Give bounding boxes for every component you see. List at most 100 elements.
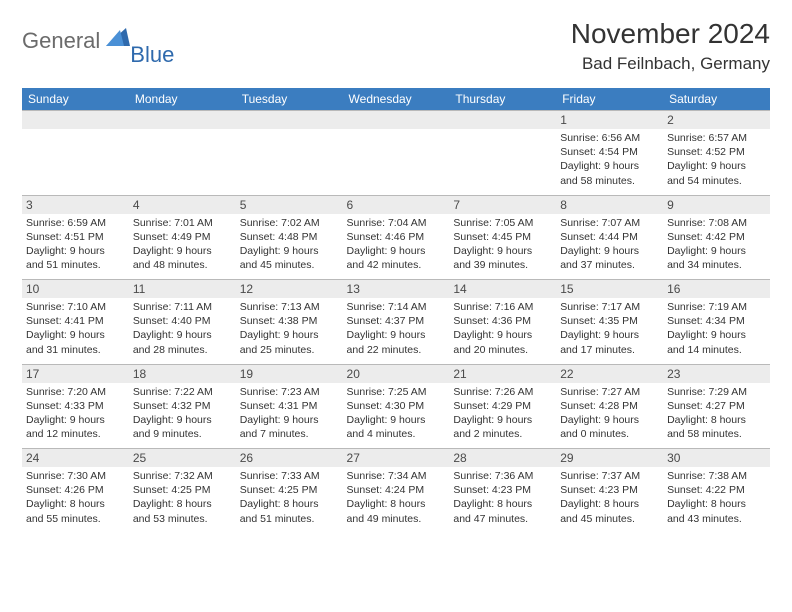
- day-header: Tuesday: [236, 88, 343, 111]
- sunset-text: Sunset: 4:52 PM: [667, 145, 766, 159]
- daylight-text-1: Daylight: 9 hours: [26, 413, 125, 427]
- day-detail: Sunrise: 7:02 AMSunset: 4:48 PMDaylight:…: [236, 214, 343, 280]
- sunset-text: Sunset: 4:27 PM: [667, 399, 766, 413]
- day-detail: Sunrise: 7:08 AMSunset: 4:42 PMDaylight:…: [663, 214, 770, 280]
- day-detail: Sunrise: 7:20 AMSunset: 4:33 PMDaylight:…: [22, 383, 129, 449]
- day-number: 6: [343, 195, 450, 214]
- page-header: General Blue November 2024 Bad Feilnbach…: [22, 18, 770, 74]
- daylight-text-1: Daylight: 9 hours: [133, 413, 232, 427]
- daylight-text-2: and 49 minutes.: [347, 512, 446, 526]
- sunrise-text: Sunrise: 7:38 AM: [667, 469, 766, 483]
- day-detail: Sunrise: 7:23 AMSunset: 4:31 PMDaylight:…: [236, 383, 343, 449]
- daylight-text-1: Daylight: 8 hours: [560, 497, 659, 511]
- day-detail: Sunrise: 7:32 AMSunset: 4:25 PMDaylight:…: [129, 467, 236, 533]
- sunset-text: Sunset: 4:36 PM: [453, 314, 552, 328]
- location-subtitle: Bad Feilnbach, Germany: [571, 54, 770, 74]
- day-header: Thursday: [449, 88, 556, 111]
- sunrise-text: Sunrise: 7:26 AM: [453, 385, 552, 399]
- week-detail-row: Sunrise: 7:20 AMSunset: 4:33 PMDaylight:…: [22, 383, 770, 449]
- sunset-text: Sunset: 4:46 PM: [347, 230, 446, 244]
- sunset-text: Sunset: 4:25 PM: [240, 483, 339, 497]
- daylight-text-1: Daylight: 8 hours: [347, 497, 446, 511]
- sunrise-text: Sunrise: 7:27 AM: [560, 385, 659, 399]
- day-number: 28: [449, 449, 556, 468]
- day-number: 3: [22, 195, 129, 214]
- sunrise-text: Sunrise: 7:23 AM: [240, 385, 339, 399]
- sunset-text: Sunset: 4:26 PM: [26, 483, 125, 497]
- week-daynum-row: 12: [22, 111, 770, 130]
- day-detail: [236, 129, 343, 195]
- sunset-text: Sunset: 4:28 PM: [560, 399, 659, 413]
- sunrise-text: Sunrise: 7:30 AM: [26, 469, 125, 483]
- sunset-text: Sunset: 4:30 PM: [347, 399, 446, 413]
- daylight-text-1: Daylight: 8 hours: [240, 497, 339, 511]
- day-detail: Sunrise: 7:37 AMSunset: 4:23 PMDaylight:…: [556, 467, 663, 533]
- sunset-text: Sunset: 4:34 PM: [667, 314, 766, 328]
- daylight-text-2: and 39 minutes.: [453, 258, 552, 272]
- brand-part1: General: [22, 28, 100, 54]
- day-number: 10: [22, 280, 129, 299]
- sunrise-text: Sunrise: 7:17 AM: [560, 300, 659, 314]
- day-detail: Sunrise: 7:04 AMSunset: 4:46 PMDaylight:…: [343, 214, 450, 280]
- day-detail: Sunrise: 7:16 AMSunset: 4:36 PMDaylight:…: [449, 298, 556, 364]
- day-detail: [22, 129, 129, 195]
- sunset-text: Sunset: 4:29 PM: [453, 399, 552, 413]
- daylight-text-1: Daylight: 8 hours: [667, 497, 766, 511]
- sunrise-text: Sunrise: 7:11 AM: [133, 300, 232, 314]
- sunset-text: Sunset: 4:31 PM: [240, 399, 339, 413]
- brand-logo: General Blue: [22, 28, 178, 54]
- sunrise-text: Sunrise: 7:36 AM: [453, 469, 552, 483]
- day-detail: Sunrise: 7:17 AMSunset: 4:35 PMDaylight:…: [556, 298, 663, 364]
- daylight-text-2: and 54 minutes.: [667, 174, 766, 188]
- day-header: Saturday: [663, 88, 770, 111]
- sunrise-text: Sunrise: 7:22 AM: [133, 385, 232, 399]
- day-detail: Sunrise: 7:22 AMSunset: 4:32 PMDaylight:…: [129, 383, 236, 449]
- daylight-text-1: Daylight: 9 hours: [453, 244, 552, 258]
- daylight-text-1: Daylight: 9 hours: [560, 244, 659, 258]
- day-header: Friday: [556, 88, 663, 111]
- day-detail: [129, 129, 236, 195]
- day-number: 12: [236, 280, 343, 299]
- daylight-text-1: Daylight: 9 hours: [26, 244, 125, 258]
- daylight-text-2: and 2 minutes.: [453, 427, 552, 441]
- sunrise-text: Sunrise: 7:20 AM: [26, 385, 125, 399]
- day-detail: Sunrise: 6:59 AMSunset: 4:51 PMDaylight:…: [22, 214, 129, 280]
- day-number: 30: [663, 449, 770, 468]
- daylight-text-2: and 45 minutes.: [240, 258, 339, 272]
- day-detail: Sunrise: 7:07 AMSunset: 4:44 PMDaylight:…: [556, 214, 663, 280]
- day-number: [236, 111, 343, 130]
- daylight-text-1: Daylight: 9 hours: [667, 159, 766, 173]
- day-detail: Sunrise: 7:38 AMSunset: 4:22 PMDaylight:…: [663, 467, 770, 533]
- daylight-text-2: and 48 minutes.: [133, 258, 232, 272]
- daylight-text-1: Daylight: 9 hours: [347, 328, 446, 342]
- sunset-text: Sunset: 4:41 PM: [26, 314, 125, 328]
- sunrise-text: Sunrise: 7:19 AM: [667, 300, 766, 314]
- day-number: 26: [236, 449, 343, 468]
- sunset-text: Sunset: 4:23 PM: [453, 483, 552, 497]
- daylight-text-2: and 20 minutes.: [453, 343, 552, 357]
- daylight-text-1: Daylight: 9 hours: [133, 328, 232, 342]
- sunset-text: Sunset: 4:54 PM: [560, 145, 659, 159]
- day-number: 24: [22, 449, 129, 468]
- daylight-text-2: and 58 minutes.: [560, 174, 659, 188]
- day-number: 11: [129, 280, 236, 299]
- day-header: Sunday: [22, 88, 129, 111]
- sunset-text: Sunset: 4:51 PM: [26, 230, 125, 244]
- day-number: 16: [663, 280, 770, 299]
- day-number: 8: [556, 195, 663, 214]
- week-daynum-row: 17181920212223: [22, 364, 770, 383]
- day-number: 2: [663, 111, 770, 130]
- sunrise-text: Sunrise: 6:57 AM: [667, 131, 766, 145]
- day-number: 22: [556, 364, 663, 383]
- daylight-text-2: and 9 minutes.: [133, 427, 232, 441]
- daylight-text-1: Daylight: 9 hours: [26, 328, 125, 342]
- sunset-text: Sunset: 4:40 PM: [133, 314, 232, 328]
- daylight-text-2: and 34 minutes.: [667, 258, 766, 272]
- sunset-text: Sunset: 4:35 PM: [560, 314, 659, 328]
- daylight-text-1: Daylight: 9 hours: [560, 328, 659, 342]
- brand-part2: Blue: [130, 42, 174, 68]
- sunset-text: Sunset: 4:49 PM: [133, 230, 232, 244]
- day-number: 21: [449, 364, 556, 383]
- week-detail-row: Sunrise: 6:56 AMSunset: 4:54 PMDaylight:…: [22, 129, 770, 195]
- sunrise-text: Sunrise: 7:33 AM: [240, 469, 339, 483]
